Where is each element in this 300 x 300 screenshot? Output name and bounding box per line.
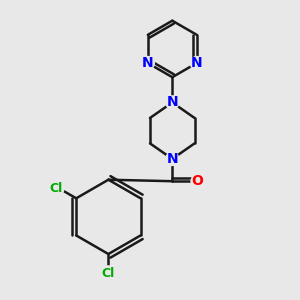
Text: Cl: Cl [102, 267, 115, 280]
Circle shape [49, 181, 64, 196]
Circle shape [166, 152, 179, 166]
Text: N: N [167, 95, 178, 110]
Circle shape [141, 56, 154, 70]
Circle shape [190, 56, 203, 70]
Text: N: N [142, 56, 154, 70]
Text: O: O [191, 174, 203, 188]
Text: N: N [191, 56, 203, 70]
Text: N: N [167, 152, 178, 166]
Circle shape [191, 175, 203, 187]
Text: Cl: Cl [50, 182, 63, 195]
Circle shape [166, 96, 179, 109]
Circle shape [101, 266, 116, 281]
